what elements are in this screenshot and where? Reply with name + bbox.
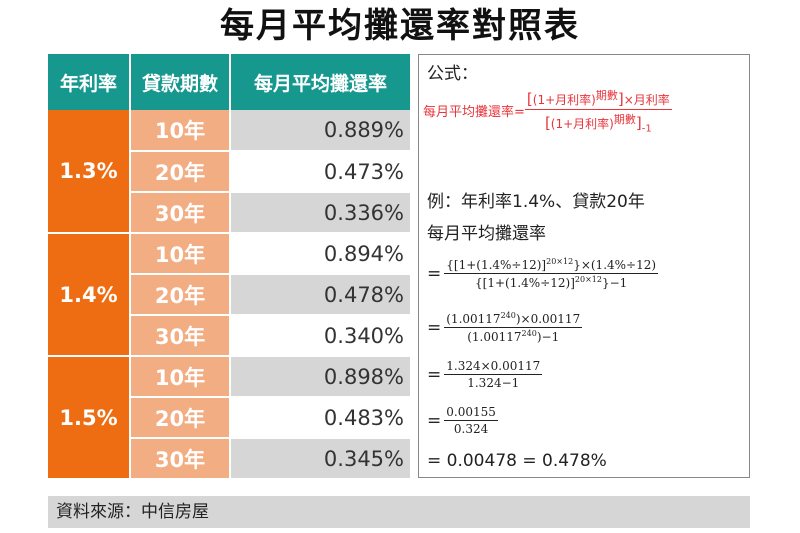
example-label: 例：年利率1.4%、貸款20年 (427, 192, 645, 212)
step3-formula: = 1.324×0.00117 1.324−1 (427, 359, 543, 390)
value-cell: 0.345% (230, 438, 410, 480)
value-cell: 0.894% (230, 233, 410, 275)
value-cell: 0.478% (230, 274, 410, 316)
page-title: 每月平均攤還率對照表 (220, 6, 580, 46)
example-sub-label: 每月平均攤還率 (427, 224, 546, 244)
step1-fraction: {[1+(1.4%÷12)]20×12}×(1.4%÷12) {[1+(1.4%… (444, 257, 659, 290)
period-cell: 10年 (130, 356, 231, 398)
period-cell: 10年 (130, 110, 231, 152)
value-cell: 0.473% (230, 151, 410, 193)
table-header-row: 年利率 貸款期數 每月平均攤還率 (48, 54, 410, 110)
step2-numerator: (1.00117240)×0.00117 (444, 311, 583, 328)
formula-heading: 公式： (427, 64, 478, 84)
step1-denominator: {[1+(1.4%÷12)]20×12}−1 (473, 274, 629, 290)
step2-den-tail: )−1 (536, 330, 560, 344)
step2-num-base: (1.00117 (446, 312, 501, 326)
step2-fraction: (1.00117240)×0.00117 (1.00117240)−1 (444, 311, 583, 344)
step4-formula: = 0.00155 0.324 (427, 405, 498, 436)
equals-sign: = (427, 317, 442, 338)
value-cell: 0.336% (230, 192, 410, 234)
step1-numerator: {[1+(1.4%÷12)]20×12}×(1.4%÷12) (444, 257, 659, 274)
step1-den-tail: }−1 (601, 276, 628, 290)
formula-numerator: [(1+月利率)期數]×月利率 (524, 89, 672, 110)
period-cell: 20年 (130, 397, 231, 439)
formula-num-exponent: 期數 (595, 89, 618, 102)
general-formula-fraction: [(1+月利率)期數]×月利率 [(1+月利率)期數]-1 (524, 87, 672, 135)
step2-den-exponent: 240 (521, 329, 537, 338)
formula-denominator: [(1+月利率)期數]-1 (544, 113, 652, 135)
rate-cell-1-4: 1.4% (48, 233, 131, 357)
table-row: 1.5% 10年 0.898% (48, 356, 410, 480)
period-cell: 20年 (130, 274, 231, 316)
rate-cell-1-5: 1.5% (48, 356, 131, 480)
step2-num-tail: )×0.00117 (515, 312, 581, 326)
formula-panel: 公式： 每月平均攤還率= [(1+月利率)期數]×月利率 [(1+月利率)期數]… (418, 54, 750, 478)
formula-den-exponent: 期數 (613, 113, 636, 126)
value-cell: 0.898% (230, 356, 410, 398)
general-formula: 每月平均攤還率= [(1+月利率)期數]×月利率 [(1+月利率)期數]-1 (423, 87, 672, 134)
step2-den-base: (1.00117 (467, 330, 522, 344)
step1-den-exponent: 20×12 (574, 275, 602, 284)
header-loan-period: 貸款期數 (130, 54, 231, 110)
formula-lhs: 每月平均攤還率= (423, 105, 525, 121)
equals-sign: = (427, 410, 442, 431)
step3-fraction: 1.324×0.00117 1.324−1 (444, 359, 543, 390)
table-row: 20年 0.473% (48, 151, 410, 193)
period-cell: 30年 (130, 192, 231, 234)
step4-numerator: 0.00155 (444, 405, 498, 421)
source-note: 資料來源：中信房屋 (48, 496, 750, 528)
value-cell: 0.340% (230, 315, 410, 357)
period-cell: 20年 (130, 151, 231, 193)
step2-formula: = (1.00117240)×0.00117 (1.00117240)−1 (427, 311, 583, 344)
header-monthly-rate: 每月平均攤還率 (230, 54, 410, 110)
step2-num-exponent: 240 (500, 311, 516, 320)
step3-numerator: 1.324×0.00117 (444, 359, 543, 375)
rate-table: 年利率 貸款期數 每月平均攤還率 1.3% 10年 0.889% 20年 0.4… (48, 54, 410, 480)
table-row: 20年 0.483% (48, 397, 410, 439)
formula-den-tail: -1 (641, 123, 652, 135)
step1-formula: = {[1+(1.4%÷12)]20×12}×(1.4%÷12) {[1+(1.… (427, 257, 659, 290)
step4-fraction: 0.00155 0.324 (444, 405, 498, 436)
period-cell: 30年 (130, 438, 231, 480)
formula-den-base: (1+月利率) (550, 117, 614, 131)
step2-denominator: (1.00117240)−1 (465, 328, 561, 344)
result-text: = 0.00478 = 0.478% (427, 451, 607, 471)
value-cell: 0.889% (230, 110, 410, 152)
table-row: 30年 0.336% (48, 192, 410, 234)
period-cell: 10年 (130, 233, 231, 275)
table-row: 30年 0.340% (48, 315, 410, 357)
period-cell: 30年 (130, 315, 231, 357)
step3-denominator: 1.324−1 (467, 376, 520, 390)
step1-num-exponent: 20×12 (546, 257, 574, 266)
table-row: 1.4% 10年 0.894% (48, 233, 410, 357)
table-row: 20年 0.478% (48, 274, 410, 316)
equals-sign: = (427, 364, 442, 385)
step1-den-base: {[1+(1.4%÷12)] (475, 276, 575, 290)
value-cell: 0.483% (230, 397, 410, 439)
step4-denominator: 0.324 (453, 422, 489, 436)
formula-num-tail: ×月利率 (623, 93, 670, 107)
header-annual-rate: 年利率 (48, 54, 131, 110)
table-row: 1.3% 10年 0.889% (48, 110, 410, 234)
formula-num-base: (1+月利率) (532, 93, 596, 107)
table-row: 30年 0.345% (48, 438, 410, 480)
step1-num-base: {[1+(1.4%÷12)] (446, 258, 547, 272)
equals-sign: = (427, 263, 442, 284)
rate-cell-1-3: 1.3% (48, 110, 131, 234)
step1-num-tail: }×(1.4%÷12) (573, 258, 657, 272)
